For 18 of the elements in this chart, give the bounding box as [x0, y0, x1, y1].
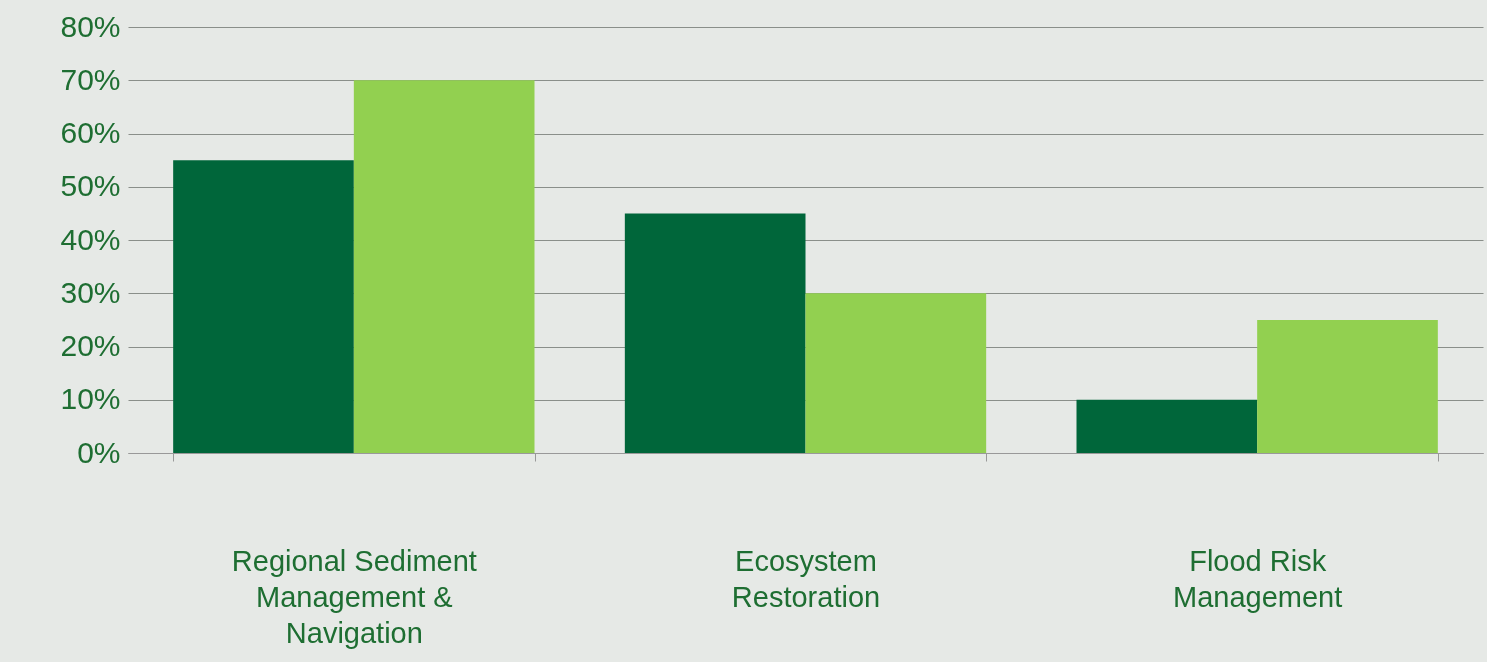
y-tick-label: 10% [60, 382, 121, 416]
x-tick-label: Ecosystem Restoration [731, 544, 881, 613]
y-tick-label: 70% [60, 62, 121, 96]
bar [1076, 399, 1258, 453]
bar [173, 160, 354, 453]
y-tick-label: 80% [60, 9, 121, 43]
bar [1257, 319, 1438, 453]
y-tick-label: 40% [60, 222, 121, 256]
bar [353, 80, 535, 453]
y-tick-label: 30% [60, 275, 121, 309]
y-tick-label: 50% [60, 169, 121, 203]
y-tick-label: 0% [77, 435, 121, 469]
x-tick-label: Flood Risk Management [1173, 544, 1343, 613]
y-tick-label: 60% [60, 116, 121, 149]
y-tick-label: 20% [60, 329, 121, 362]
bar [805, 293, 987, 453]
x-tick-label: Regional Sediment Management & Navigation [231, 544, 477, 649]
bar [624, 213, 806, 453]
